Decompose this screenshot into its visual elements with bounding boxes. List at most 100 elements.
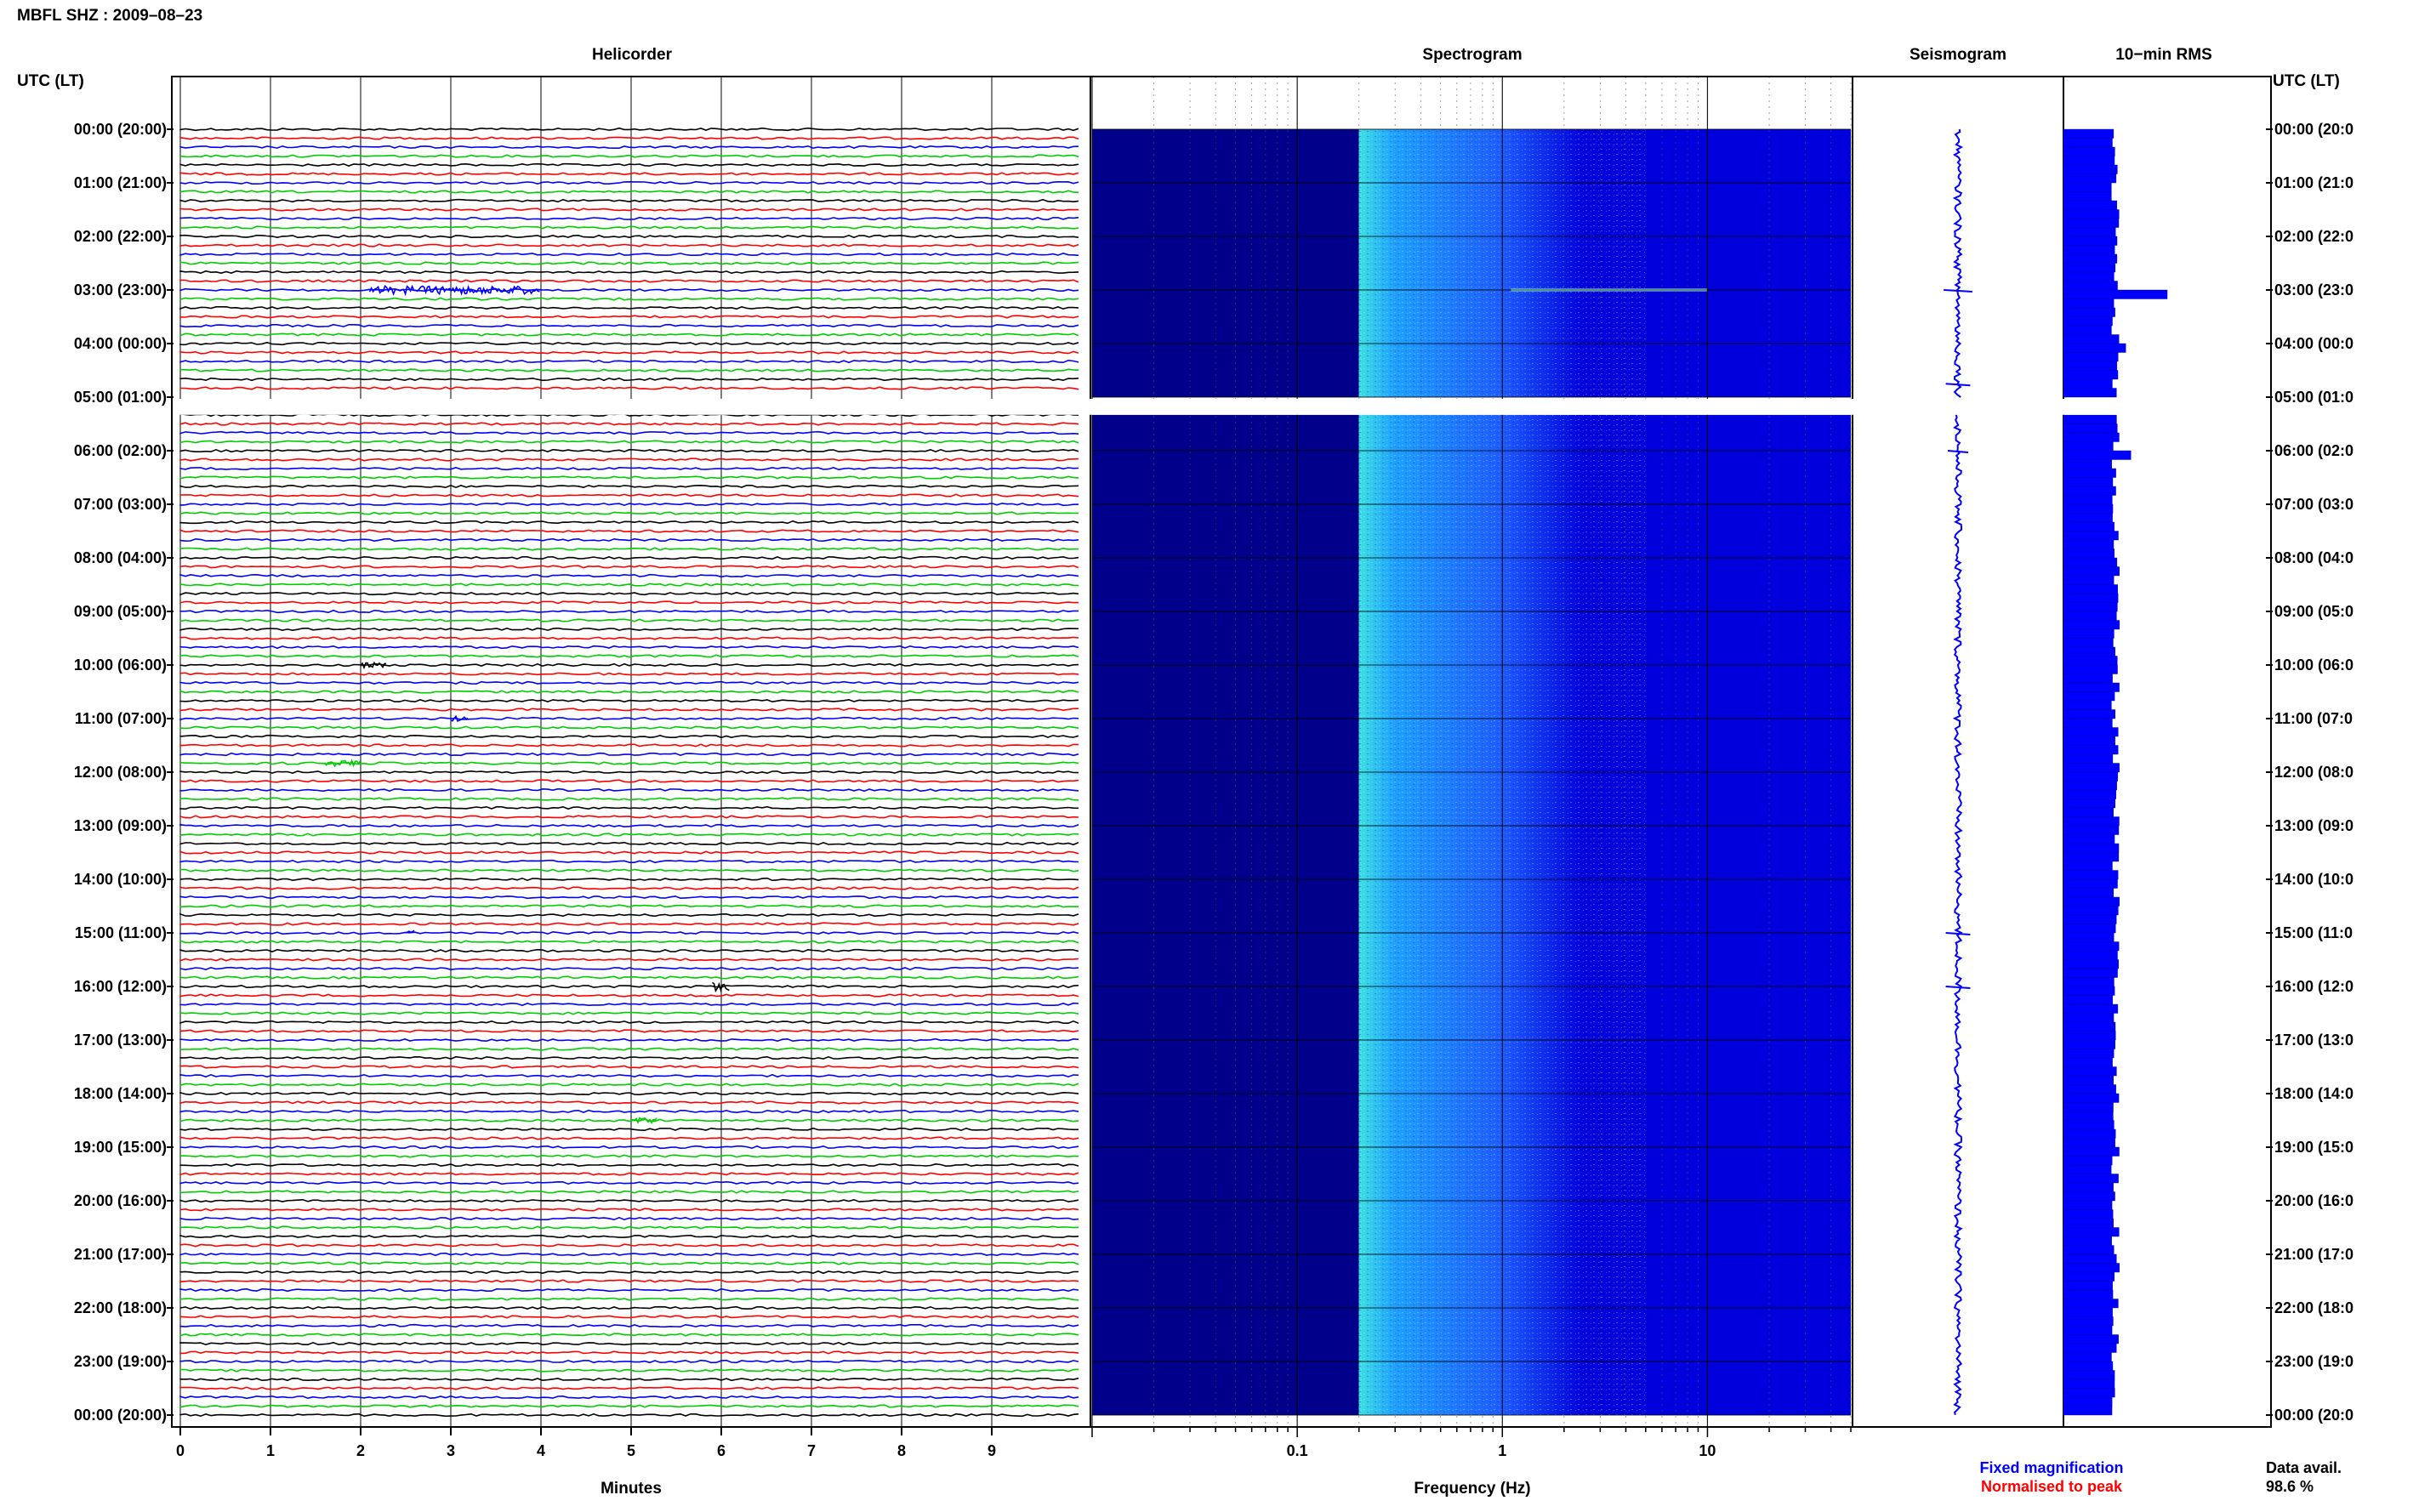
hour-label-left: 22:00 (18:00): [74, 1299, 167, 1316]
helicorder-trace: [179, 216, 1079, 221]
helicorder-trace: [180, 386, 1079, 390]
rms-bar: [2063, 1209, 2114, 1219]
rms-bar: [2063, 245, 2115, 255]
helicorder-trace: [179, 333, 1079, 337]
hour-label-right: 18:00 (14:0: [2274, 1085, 2354, 1102]
rms-bar: [2063, 441, 2114, 452]
rms-bar: [2063, 1138, 2115, 1148]
rms-bar: [2063, 1075, 2114, 1085]
rms-bar: [2063, 753, 2114, 764]
helicorder-trace: [179, 422, 1079, 426]
helicorder-trace: [179, 1333, 1079, 1337]
rms-bar: [2063, 128, 2114, 139]
rms-bar: [2063, 1128, 2116, 1139]
rms-bar: [2063, 289, 2168, 299]
helicorder-trace: [179, 1368, 1079, 1373]
spectrogram-xlabel: Frequency (Hz): [1414, 1480, 1530, 1498]
rms-bar: [2063, 1245, 2114, 1255]
seismogram-spike: [1944, 289, 1972, 293]
helicorder-trace: [179, 1127, 1079, 1132]
legend-fixed: Fixed magnification: [1979, 1459, 2123, 1476]
hour-label-right: 01:00 (21:0: [2274, 174, 2354, 191]
seismogram-spike: [1947, 450, 1969, 453]
helicorder-traces: [179, 127, 1079, 1418]
helicorder-trace: [179, 172, 1079, 176]
helicorder-tick-label: 0: [176, 1442, 185, 1459]
helicorder-trace: [179, 743, 1079, 747]
helicorder-event: [450, 714, 469, 722]
helicorder-trace: [179, 1109, 1079, 1114]
seismogram-spike: [1945, 383, 1971, 387]
helicorder-trace: [179, 868, 1079, 873]
helicorder-trace: [179, 761, 1079, 765]
rms-bar: [2063, 727, 2119, 737]
rms-bar: [2063, 1111, 2114, 1121]
helicorder-trace: [179, 377, 1079, 382]
hour-label-right: 06:00 (02:0: [2274, 442, 2354, 459]
rms-bar: [2063, 1388, 2115, 1398]
helicorder-trace: [179, 1305, 1079, 1310]
rms-bar: [2063, 1013, 2114, 1023]
rms-bar: [2063, 1307, 2113, 1317]
seismogram-spike: [1945, 932, 1971, 935]
hour-label-right: 14:00 (10:0: [2274, 871, 2354, 888]
helicorder-trace: [179, 787, 1079, 793]
helicorder-trace: [179, 618, 1079, 622]
rms-bar: [2063, 1236, 2112, 1246]
rms-bar: [2063, 584, 2118, 594]
helicorder-trace: [179, 1413, 1079, 1418]
availability-label: Data avail.: [2266, 1459, 2342, 1476]
rms-bar: [2063, 1343, 2117, 1353]
hour-label-right: 16:00 (12:0: [2274, 978, 2354, 995]
hour-label-right: 15:00 (11:0: [2274, 924, 2353, 941]
helicorder-trace: [179, 815, 1079, 819]
rms-bar: [2063, 361, 2118, 371]
rms-bar: [2063, 977, 2114, 987]
spectrogram-grid: [1092, 128, 1851, 1416]
helicorder-trace: [179, 466, 1079, 471]
rms-bar: [2063, 950, 2118, 960]
helicorder-trace: [179, 948, 1079, 953]
helicorder-grid: [179, 77, 993, 1427]
rms-bar: [2063, 968, 2118, 978]
helicorder-event: [711, 981, 730, 993]
helicorder-trace: [179, 859, 1079, 864]
helicorder-trace: [179, 252, 1079, 257]
helicorder-trace: [179, 1047, 1079, 1051]
rms-bar: [2063, 870, 2119, 880]
helicorder-trace: [179, 636, 1079, 640]
rms-bar: [2063, 146, 2115, 156]
helicorder-trace: [179, 207, 1079, 212]
helicorder-events: [323, 284, 730, 1124]
hour-label-left: 05:00 (01:00): [74, 389, 167, 406]
helicorder-trace: [179, 645, 1079, 650]
helicorder-trace: [179, 243, 1079, 247]
helicorder-trace: [179, 529, 1079, 533]
spectrogram-x-ticks: 0.1 1 10: [1287, 1442, 1716, 1459]
legend-normalised: Normalised to peak: [1981, 1478, 2123, 1495]
rms-bar: [2063, 156, 2115, 166]
helicorder-trace: [179, 609, 1079, 614]
helicorder-trace: [179, 154, 1079, 158]
rms-bar: [2063, 816, 2120, 827]
helicorder-trace: [179, 805, 1079, 810]
rms-bar: [2063, 718, 2113, 728]
rms-bar: [2063, 200, 2118, 210]
helicorder-trace: [179, 341, 1079, 346]
hour-label-left: 01:00 (21:00): [74, 174, 167, 191]
hour-label-left: 00:00 (20:00): [74, 121, 167, 138]
rms-bar: [2063, 298, 2114, 309]
rms-bar: [2063, 468, 2116, 478]
hour-label-right: 23:00 (19:0: [2274, 1353, 2354, 1370]
helicorder-trace: [179, 1154, 1079, 1158]
rms-bar: [2063, 316, 2113, 327]
rms-bar: [2063, 1120, 2114, 1130]
helicorder-trace: [179, 1261, 1079, 1265]
helicorder-trace: [179, 1091, 1079, 1096]
rms-bar: [2063, 486, 2116, 496]
rms-bar: [2063, 263, 2116, 273]
spectrogram-tick-label: 0.1: [1287, 1442, 1308, 1459]
rms-bar: [2063, 271, 2114, 281]
helicorder-trace: [179, 833, 1079, 837]
rms-bar: [2063, 781, 2117, 791]
